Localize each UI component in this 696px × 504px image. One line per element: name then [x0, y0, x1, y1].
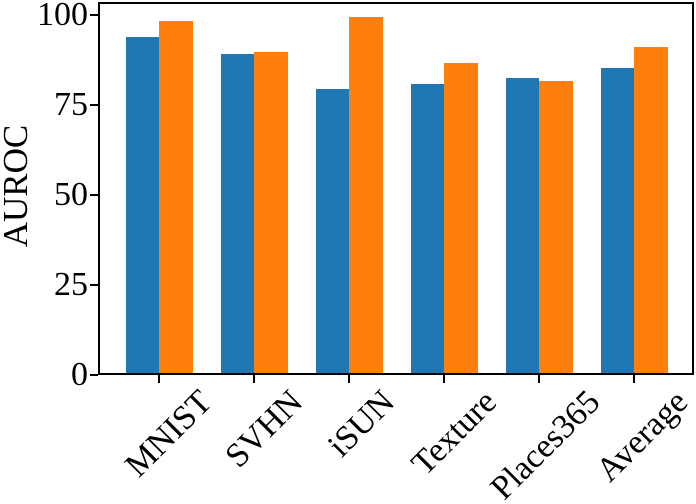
bar-series-blue-texture — [410, 83, 444, 375]
bar-series-orange-texture — [444, 62, 478, 375]
y-tick-mark — [90, 283, 98, 286]
y-tick-mark — [90, 193, 98, 196]
x-tick-label-texture: Texture — [404, 383, 504, 483]
x-tick-mark — [253, 375, 255, 383]
plot-area — [98, 2, 694, 375]
bar-series-orange-svhn — [254, 51, 288, 375]
x-tick-mark — [538, 375, 540, 383]
bar-series-blue-average — [600, 68, 634, 375]
y-tick-label: 25 — [54, 265, 88, 303]
y-tick-label: 75 — [54, 85, 88, 123]
x-tick-label-svhn: SVHN — [218, 383, 311, 475]
x-tick-mark — [633, 375, 635, 383]
x-tick-mark — [443, 375, 445, 383]
y-tick-label: 50 — [54, 175, 88, 213]
y-tick-label: 0 — [71, 356, 88, 393]
y-tick-mark — [90, 13, 98, 16]
x-tick-label-average: Average — [589, 383, 696, 490]
x-tick-label-places365: Places365 — [483, 383, 607, 504]
bar-series-blue-svhn — [220, 53, 254, 375]
bar-series-orange-average — [634, 46, 668, 375]
x-tick-label-isun: iSUN — [321, 383, 403, 465]
y-tick-label: 100 — [37, 0, 88, 33]
x-tick-label-mnist: MNIST — [117, 383, 219, 485]
bar-series-orange-places365 — [539, 80, 573, 375]
bar-series-blue-places365 — [505, 77, 539, 375]
y-tick-mark — [90, 374, 98, 376]
bar-series-orange-mnist — [159, 20, 193, 375]
bar-series-orange-isun — [349, 17, 383, 375]
bar-series-blue-mnist — [125, 36, 159, 375]
bar-series-blue-isun — [315, 89, 349, 375]
x-tick-mark — [348, 375, 350, 383]
x-tick-mark — [158, 375, 160, 383]
y-tick-mark — [90, 103, 98, 106]
